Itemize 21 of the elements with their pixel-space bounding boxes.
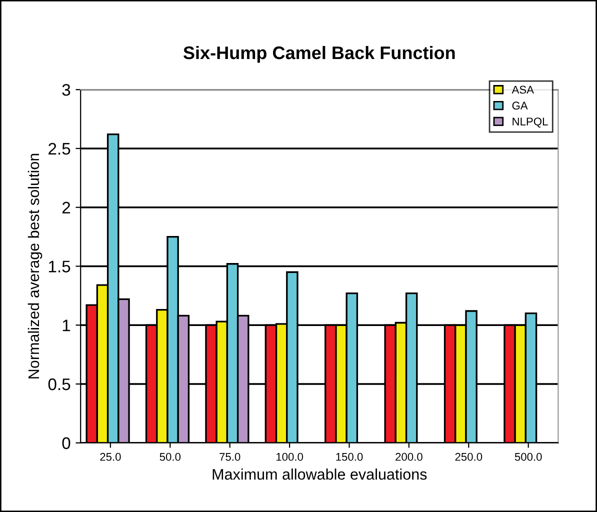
legend-label: NLPQL (512, 118, 548, 128)
x-tick-label: 250.0 (455, 452, 482, 461)
y-tick-label: 1.5 (48, 260, 70, 272)
x-tick-label: 150.0 (336, 452, 363, 461)
x-tick-label: 50.0 (160, 452, 181, 461)
x-tick-label: 25.0 (100, 452, 121, 461)
x-tick-label: 500.0 (514, 452, 542, 461)
chart-title: Six-Hump Camel Back Function (183, 46, 455, 63)
x-tick-label: 75.0 (220, 452, 240, 461)
y-tick-label: 1 (62, 320, 70, 332)
legend-label: GA (512, 102, 528, 110)
x-tick-label: 200.0 (396, 452, 422, 461)
x-axis-title: Maximum allowable evaluations (212, 468, 427, 480)
y-tick-label: 3 (62, 84, 70, 96)
x-tick-label: 100.0 (276, 452, 304, 461)
y-axis-title: Normalized average best solution (28, 154, 42, 378)
y-tick-label: 2.5 (48, 142, 70, 155)
legend-label: ASA (512, 86, 534, 94)
y-tick-label: 2 (62, 202, 70, 214)
y-tick-label: 0 (62, 437, 70, 450)
y-tick-label: 0.5 (48, 378, 70, 390)
